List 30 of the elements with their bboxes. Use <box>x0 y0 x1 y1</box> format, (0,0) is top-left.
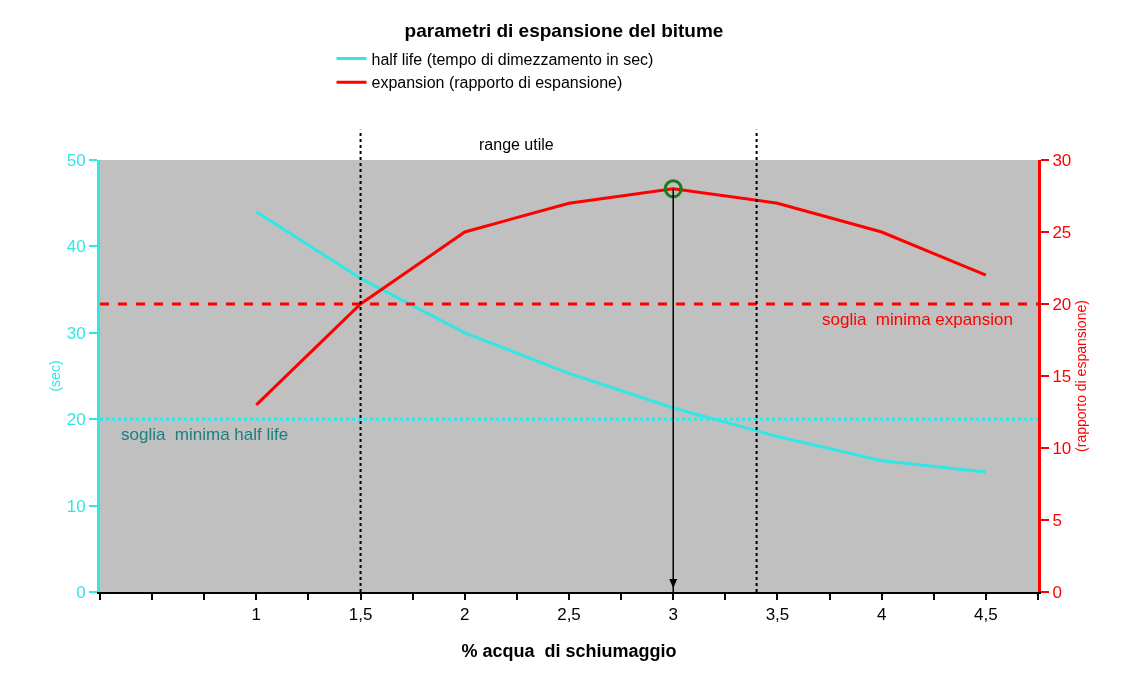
y-tick-label: 50 <box>66 150 86 170</box>
y-tick-label: 40 <box>66 237 86 257</box>
y2-tick-label: 25 <box>1052 222 1072 242</box>
y2-tick-label: 10 <box>1052 438 1072 458</box>
y-tick-label: 0 <box>76 582 86 602</box>
x-tick-label: 2,5 <box>557 605 581 625</box>
x-tick-label: 3 <box>668 605 678 625</box>
legend-label: half life (tempo di dimezzamento in sec) <box>371 50 654 68</box>
x-axis-title: % acqua di schiumaggio <box>461 641 677 661</box>
y2-axis-title: (rapporto di espansione) <box>1073 300 1090 452</box>
x-tick-label: 2 <box>460 605 470 625</box>
y2-tick-label: 0 <box>1052 582 1062 602</box>
x-tick-label: 1 <box>251 605 262 625</box>
y2-tick-label: 5 <box>1052 510 1062 530</box>
y-tick-label: 30 <box>66 323 86 343</box>
y-tick-label: 20 <box>66 410 86 430</box>
x-tick-label: 4 <box>876 605 887 625</box>
ref-line-label: soglia minima half life <box>121 425 289 444</box>
legend-label: expansion (rapporto di espansione) <box>371 74 623 92</box>
y-axis-title: (sec) <box>47 360 63 392</box>
text: range utile <box>479 136 554 153</box>
y2-tick-label: 20 <box>1052 294 1072 314</box>
ref-line-label: soglia minima expansion <box>822 310 1013 329</box>
x-tick-label: 3,5 <box>765 605 790 625</box>
x-tick-label: 1,5 <box>348 605 373 625</box>
y2-tick-label: 15 <box>1052 366 1072 386</box>
x-tick-label: 4,5 <box>974 605 998 625</box>
y2-tick-label: 30 <box>1052 150 1072 170</box>
y-tick-label: 10 <box>66 496 86 516</box>
chart-title: parametri di espansione del bitume <box>404 20 724 42</box>
